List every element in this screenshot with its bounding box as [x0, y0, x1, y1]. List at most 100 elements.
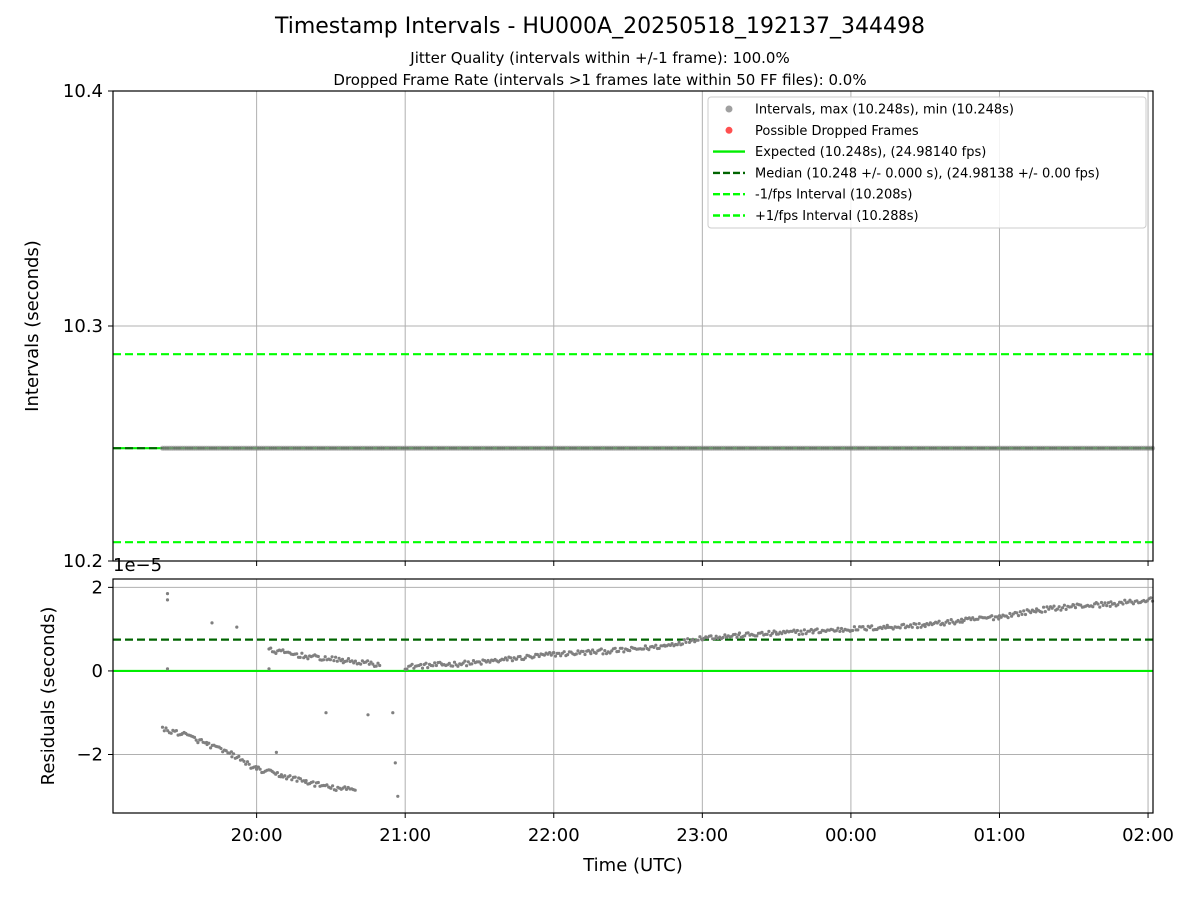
residual-point — [946, 619, 950, 623]
residual-point — [323, 655, 327, 659]
residual-point — [164, 726, 168, 730]
residual-point — [1015, 611, 1019, 615]
residuals-x-ticks: 20:00 21:00 22:00 23:00 00:00 01:00 02:00 — [231, 813, 1174, 846]
residual-point — [1042, 605, 1046, 609]
residual-point — [852, 625, 857, 629]
residual-point — [714, 634, 718, 638]
residual-point — [864, 628, 869, 632]
residual-point — [503, 656, 508, 660]
residual-point — [160, 725, 165, 729]
residual-point — [165, 598, 170, 602]
residual-point — [325, 783, 329, 787]
residual-point — [532, 655, 536, 659]
residual-point — [207, 741, 211, 745]
residual-point — [518, 654, 522, 659]
residual-point — [999, 615, 1003, 619]
residual-point — [509, 656, 513, 660]
residual-point — [686, 637, 690, 641]
residuals-y-ticks: −2 0 2 — [76, 577, 113, 766]
residual-point — [196, 741, 200, 745]
residual-point — [574, 652, 578, 656]
residual-point — [269, 646, 273, 650]
residual-point — [1043, 610, 1047, 614]
residual-point — [1131, 602, 1135, 606]
residual-point — [1050, 606, 1054, 610]
residual-point — [709, 634, 713, 638]
residual-point — [765, 632, 769, 637]
residual-point — [1010, 614, 1014, 618]
residual-point — [295, 779, 299, 783]
residual-point — [594, 651, 598, 655]
residual-point — [917, 622, 921, 626]
residual-point — [1059, 608, 1063, 612]
residual-point — [838, 629, 842, 634]
residual-point — [420, 666, 425, 670]
residual-point — [424, 661, 428, 665]
residuals-y-tick-label: 2 — [92, 577, 103, 598]
residual-point — [456, 664, 460, 668]
residual-point — [643, 644, 648, 648]
residual-point — [330, 655, 334, 659]
residual-point — [378, 663, 382, 668]
residual-point — [275, 771, 279, 775]
residual-point — [244, 762, 248, 766]
residual-point — [405, 667, 409, 671]
residual-point — [343, 785, 347, 789]
residual-point — [815, 627, 819, 631]
residual-point — [340, 657, 345, 662]
residual-point — [792, 628, 796, 632]
residual-point — [281, 648, 285, 652]
residual-point — [851, 628, 855, 633]
residual-point — [465, 664, 469, 668]
residual-point — [332, 659, 336, 663]
chart-title: Timestamp Intervals - HU000A_20250518_19… — [274, 14, 926, 39]
residual-point — [451, 664, 455, 668]
residual-point — [601, 652, 605, 656]
residual-point — [258, 767, 262, 771]
residual-point — [691, 637, 695, 641]
residual-point — [345, 659, 349, 663]
residual-point — [328, 658, 332, 662]
residual-point — [523, 656, 527, 660]
residual-point — [949, 618, 953, 622]
residuals-y-axis-label: Residuals (seconds) — [38, 607, 59, 786]
legend-marker — [725, 105, 733, 113]
residual-point — [311, 780, 315, 784]
residual-point — [346, 657, 351, 661]
residual-point — [696, 638, 700, 642]
residual-point — [300, 651, 304, 655]
residual-point — [209, 746, 213, 750]
residual-point — [510, 659, 514, 663]
legend-label: Expected (10.248s), (24.98140 fps) — [755, 145, 986, 160]
residual-point — [915, 626, 920, 630]
residual-point — [1006, 616, 1010, 620]
residual-point — [162, 729, 166, 733]
legend-label: Possible Dropped Frames — [755, 124, 919, 139]
residual-point — [1105, 604, 1109, 608]
x-tick-label: 20:00 — [231, 825, 283, 846]
residual-point — [583, 652, 587, 657]
residual-point — [391, 711, 395, 715]
residuals-y-tick-label: 0 — [92, 661, 103, 682]
residual-point — [410, 662, 414, 666]
residual-point — [169, 731, 173, 735]
residual-point — [298, 655, 302, 660]
residual-point — [802, 628, 807, 632]
residual-point — [224, 749, 228, 753]
residual-point — [1116, 603, 1120, 607]
intervals-x-ticks — [256, 561, 1149, 566]
residual-point — [1016, 614, 1021, 618]
residual-point — [1109, 600, 1113, 604]
residual-point — [581, 649, 585, 654]
residual-point — [799, 629, 803, 633]
residual-point — [237, 754, 241, 759]
residual-point — [591, 648, 595, 652]
legend-label: Intervals, max (10.248s), min (10.248s) — [755, 103, 1014, 118]
residual-point — [548, 651, 552, 655]
residual-point — [743, 634, 747, 638]
residual-point — [622, 650, 626, 654]
residual-point — [434, 663, 438, 668]
legend-box — [707, 96, 1147, 229]
legend-label: Median (10.248 +/- 0.000 s), (24.98138 +… — [755, 166, 1100, 181]
residual-point — [642, 647, 646, 651]
